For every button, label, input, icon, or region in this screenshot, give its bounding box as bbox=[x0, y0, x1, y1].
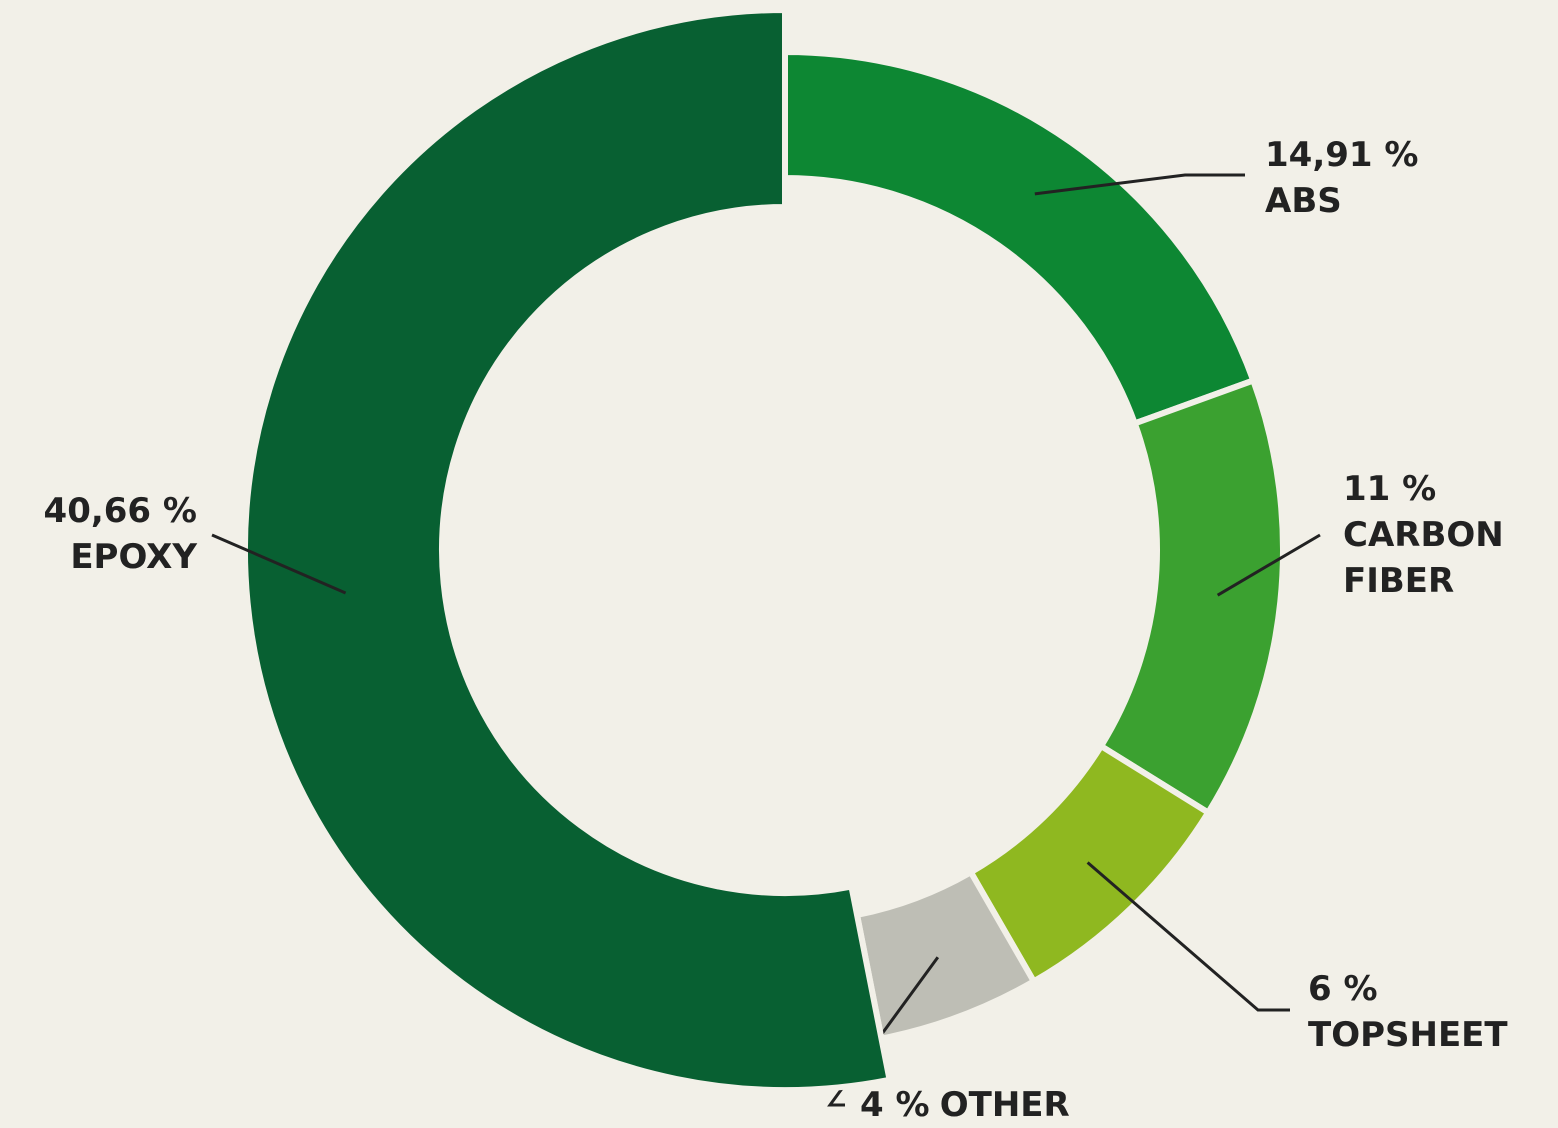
donut-slice bbox=[1096, 376, 1286, 817]
value-label: 6 % bbox=[1308, 969, 1378, 1009]
leader-line bbox=[827, 956, 940, 1107]
category-label: OTHER bbox=[939, 1085, 1070, 1125]
value-label: 4 % bbox=[860, 1085, 930, 1125]
slice-label: 11 % CARBON FIBER bbox=[1343, 466, 1543, 604]
value-label: 14,91 % bbox=[1265, 135, 1419, 175]
value-label: 11 % bbox=[1343, 469, 1437, 509]
category-label: ABS bbox=[1265, 181, 1342, 221]
category-label: EPOXY bbox=[70, 537, 197, 577]
leader-line bbox=[1086, 861, 1290, 1012]
category-label: TOPSHEET bbox=[1308, 1015, 1508, 1055]
value-label: 40,66 % bbox=[43, 491, 197, 531]
donut-slice bbox=[782, 48, 1258, 428]
leader-line bbox=[1216, 533, 1321, 597]
category-label: CARBON FIBER bbox=[1343, 515, 1504, 601]
slice-label: 40,66 % EPOXY bbox=[30, 488, 197, 580]
slice-label: 6 % TOPSHEET bbox=[1308, 966, 1508, 1058]
slice-label: 14,91 % ABS bbox=[1265, 132, 1418, 224]
donut-slice bbox=[242, 6, 894, 1093]
slice-label: 4 % OTHER bbox=[860, 1082, 1070, 1128]
leader-line bbox=[211, 533, 347, 595]
leader-line bbox=[1034, 173, 1245, 196]
